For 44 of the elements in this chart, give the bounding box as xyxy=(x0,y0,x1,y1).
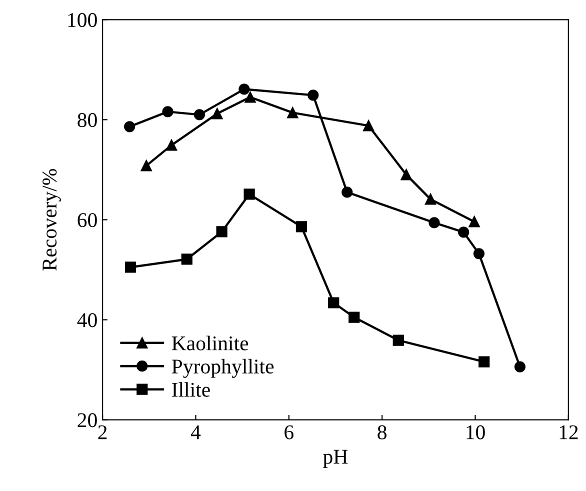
legend-label: Pyrophyllite xyxy=(172,358,274,378)
x-tick-label: 4 xyxy=(190,425,201,440)
y-tick-label: 80 xyxy=(78,113,97,128)
point xyxy=(473,248,485,260)
point xyxy=(181,254,192,265)
point xyxy=(238,84,250,95)
x-tick-label: 6 xyxy=(284,425,294,440)
point xyxy=(166,140,178,151)
point xyxy=(468,216,480,228)
x-axis-title: pH xyxy=(323,450,348,468)
y-tick-label: 20 xyxy=(78,413,97,428)
point xyxy=(124,121,136,132)
point xyxy=(514,361,526,372)
point xyxy=(287,107,298,118)
x-tick-label: 8 xyxy=(378,425,386,440)
point xyxy=(458,226,470,238)
point xyxy=(392,334,404,346)
y-tick-label: 60 xyxy=(78,213,97,228)
point xyxy=(478,356,490,368)
point xyxy=(296,221,308,232)
point xyxy=(328,297,340,308)
y-tick-label: 40 xyxy=(77,313,97,328)
y-tick-label: 100 xyxy=(68,13,97,28)
point xyxy=(140,160,152,172)
point xyxy=(400,169,412,180)
legend-label: Illite xyxy=(172,382,210,397)
y-axis-title: Recovery/% xyxy=(42,168,61,271)
x-tick-label: 10 xyxy=(466,425,485,440)
point xyxy=(363,120,374,132)
point xyxy=(308,90,319,101)
point xyxy=(212,108,223,120)
point xyxy=(244,92,256,103)
point xyxy=(244,188,255,200)
legend-label: Kaolinite xyxy=(172,336,248,350)
point xyxy=(162,106,174,118)
point xyxy=(348,312,360,323)
point xyxy=(424,194,436,205)
point xyxy=(342,186,353,198)
point xyxy=(216,226,228,238)
point xyxy=(194,109,206,120)
point xyxy=(124,262,136,273)
x-tick-label: 2 xyxy=(98,425,107,440)
x-tick-label: 12 xyxy=(560,425,578,440)
point xyxy=(428,217,440,228)
